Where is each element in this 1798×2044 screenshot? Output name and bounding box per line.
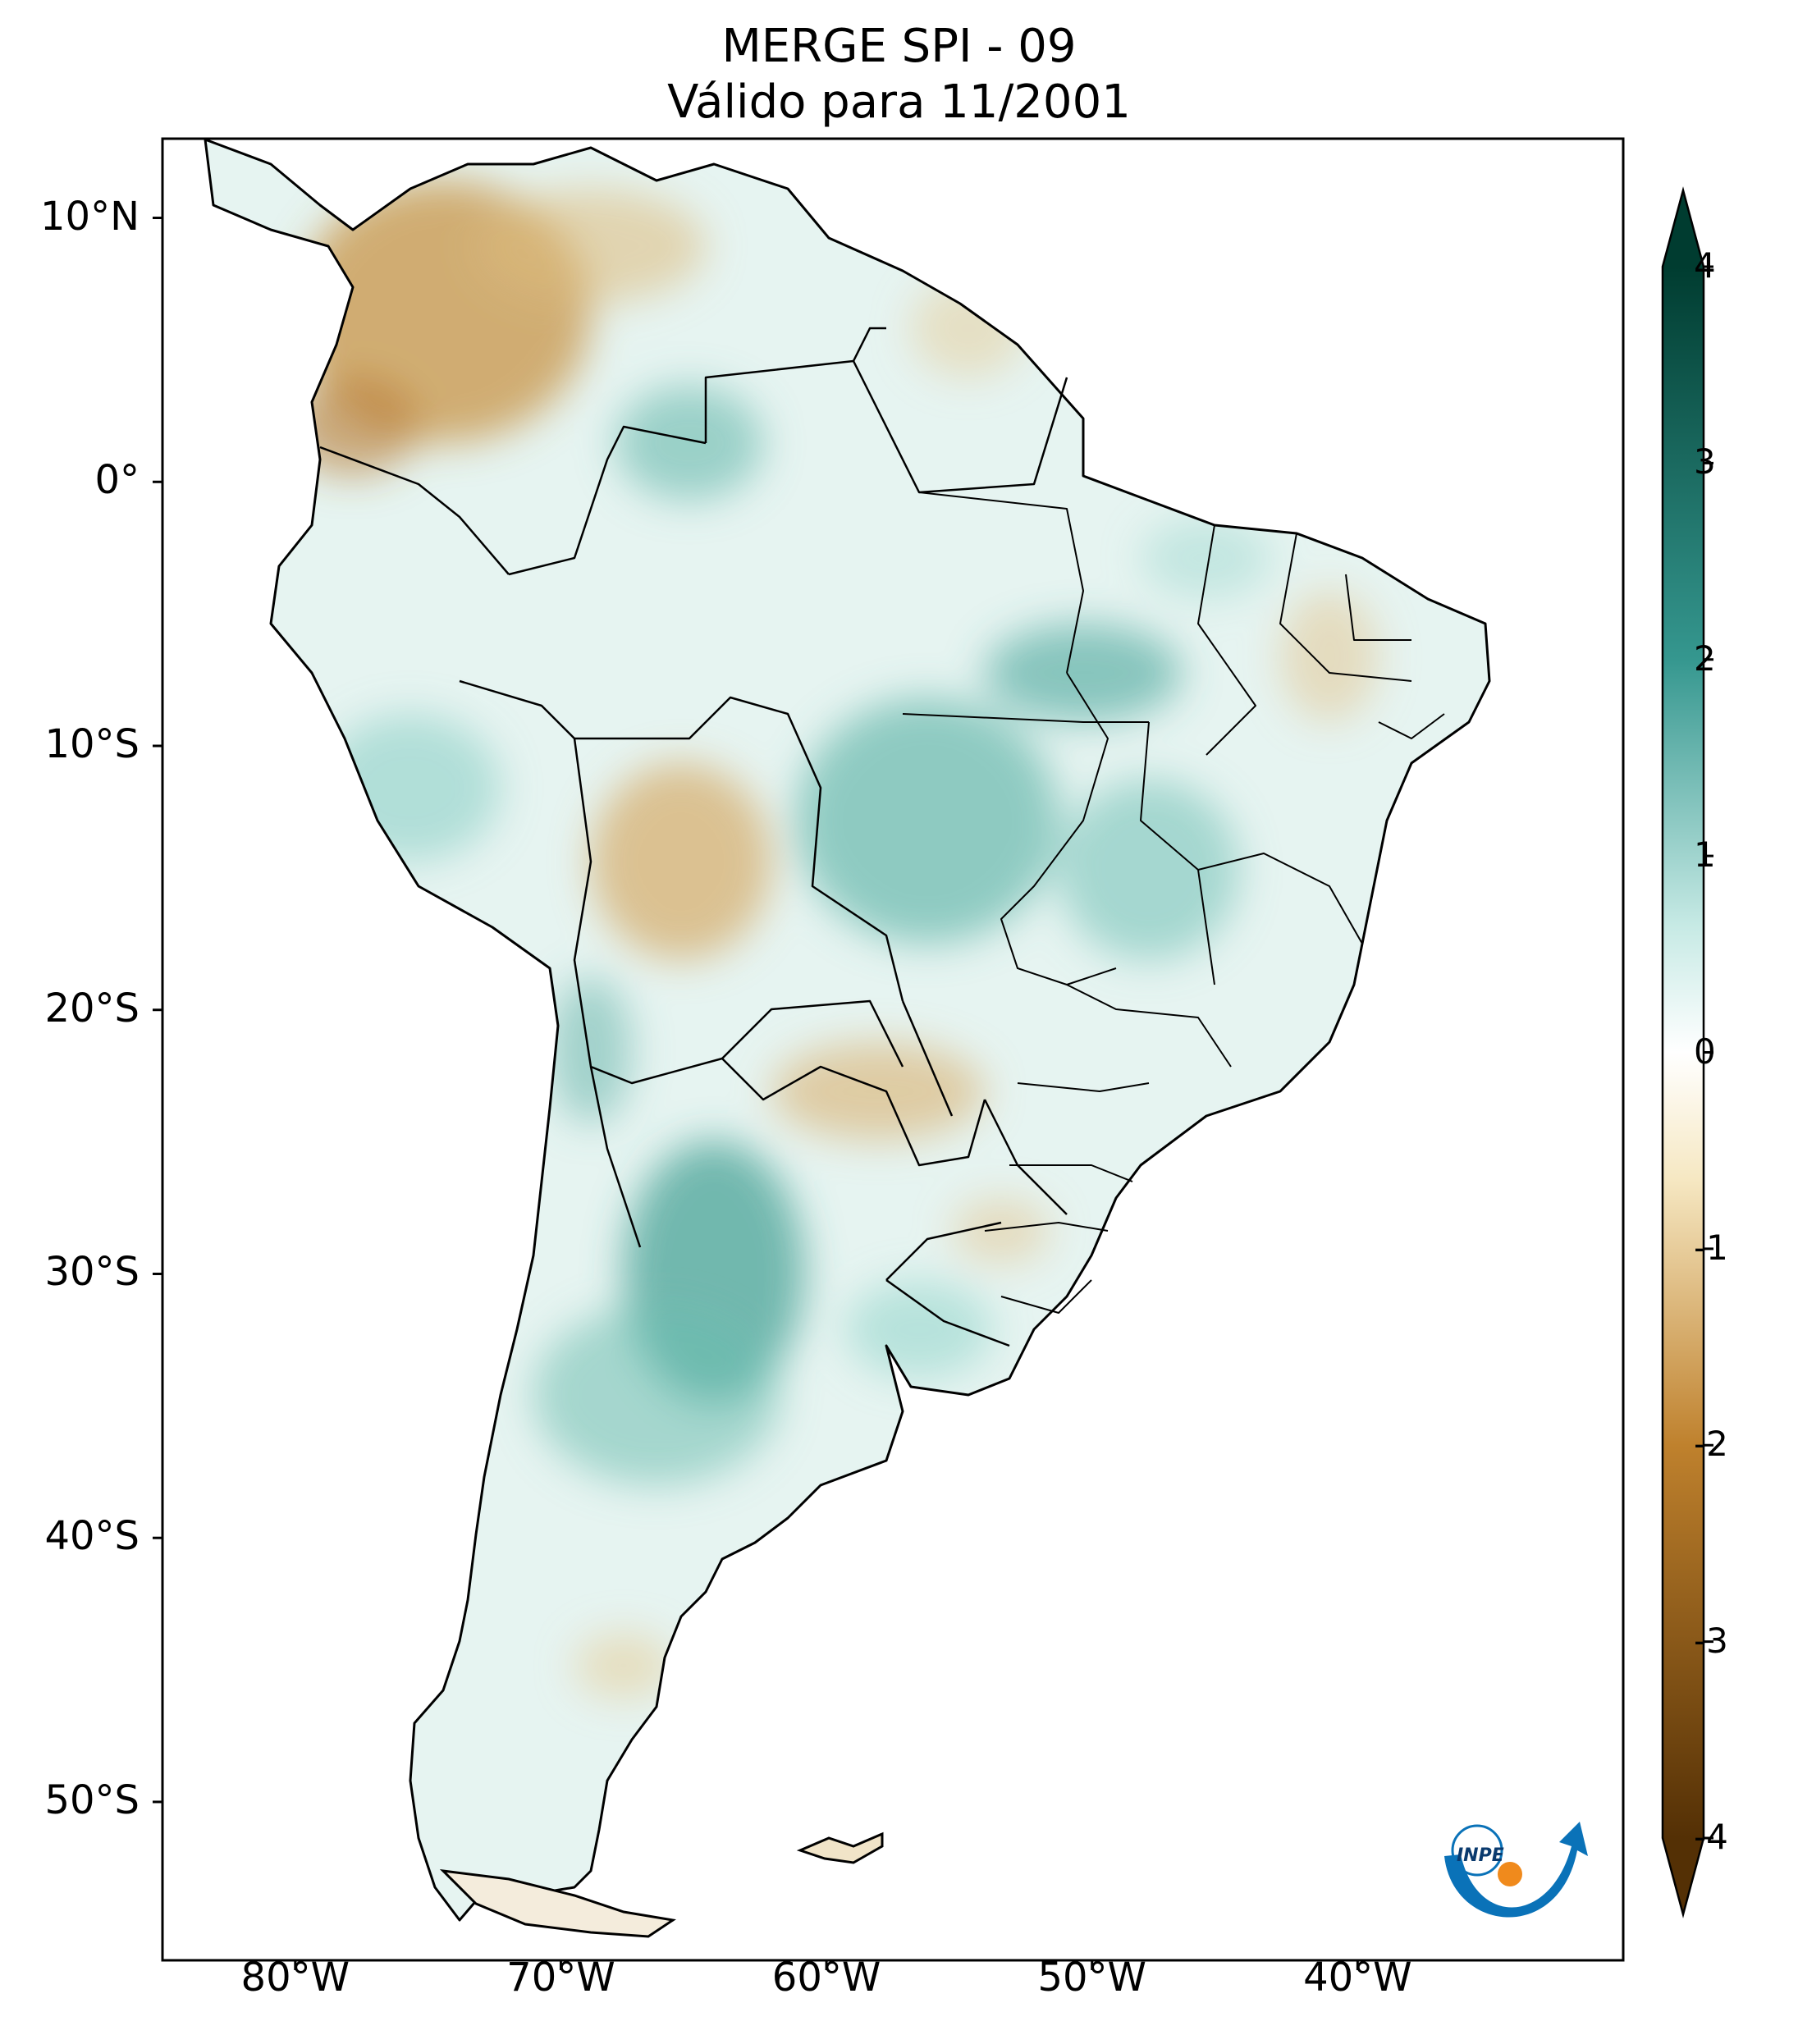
inpe-sun-icon bbox=[1498, 1862, 1522, 1886]
lat-label: 40°S bbox=[44, 1513, 140, 1560]
inpe-logo-text: INPE bbox=[1457, 1845, 1504, 1866]
colorbar-label: -1 bbox=[1694, 1227, 1728, 1268]
lon-ticks bbox=[294, 1960, 1359, 1970]
colorbar-label: 1 bbox=[1694, 835, 1716, 876]
lat-label: 0° bbox=[94, 457, 140, 504]
inpe-orbit bbox=[1451, 1824, 1503, 1877]
colorbar-label: -2 bbox=[1694, 1424, 1728, 1465]
lon-label: 60°W bbox=[771, 1955, 881, 2001]
lat-label: 30°S bbox=[44, 1249, 140, 1296]
inpe-logo: INPE bbox=[1444, 1822, 1588, 1918]
colorbar-label: -3 bbox=[1694, 1620, 1728, 1661]
country-borders bbox=[319, 327, 1068, 1347]
colorbar-top-triangle bbox=[1663, 190, 1704, 267]
lat-label: 50°S bbox=[44, 1776, 140, 1823]
colorbar-ticks bbox=[1704, 265, 1713, 1840]
lon-label: 50°W bbox=[1037, 1955, 1146, 2001]
colorbar-label: 2 bbox=[1694, 638, 1716, 679]
map-subtitle: Válido para 11/2001 bbox=[667, 75, 1131, 129]
colorbar bbox=[1661, 186, 1713, 1918]
lon-label: 70°W bbox=[506, 1955, 615, 2001]
falkland-islands bbox=[796, 1831, 884, 1864]
colorbar-label: 3 bbox=[1694, 441, 1716, 482]
inpe-swoosh bbox=[1444, 1822, 1588, 1918]
state-borders bbox=[902, 492, 1445, 1314]
lon-label: 80°W bbox=[240, 1955, 350, 2001]
continent-outline bbox=[204, 138, 1491, 1922]
colorbar-body bbox=[1663, 267, 1704, 1838]
colorbar-label: -4 bbox=[1694, 1817, 1728, 1857]
lon-label: 40°W bbox=[1303, 1955, 1412, 2001]
lat-label: 10°N bbox=[40, 193, 140, 240]
lat-label: 10°S bbox=[44, 721, 140, 767]
lat-ticks bbox=[153, 217, 162, 1804]
map-title: MERGE SPI - 09 bbox=[721, 20, 1077, 73]
colorbar-bottom-triangle bbox=[1663, 1838, 1704, 1914]
colorbar-label: 4 bbox=[1694, 245, 1716, 286]
tierra-del-fuego bbox=[439, 1868, 676, 1938]
lat-label: 20°S bbox=[44, 985, 140, 1031]
colorbar-label: 0 bbox=[1694, 1031, 1716, 1072]
